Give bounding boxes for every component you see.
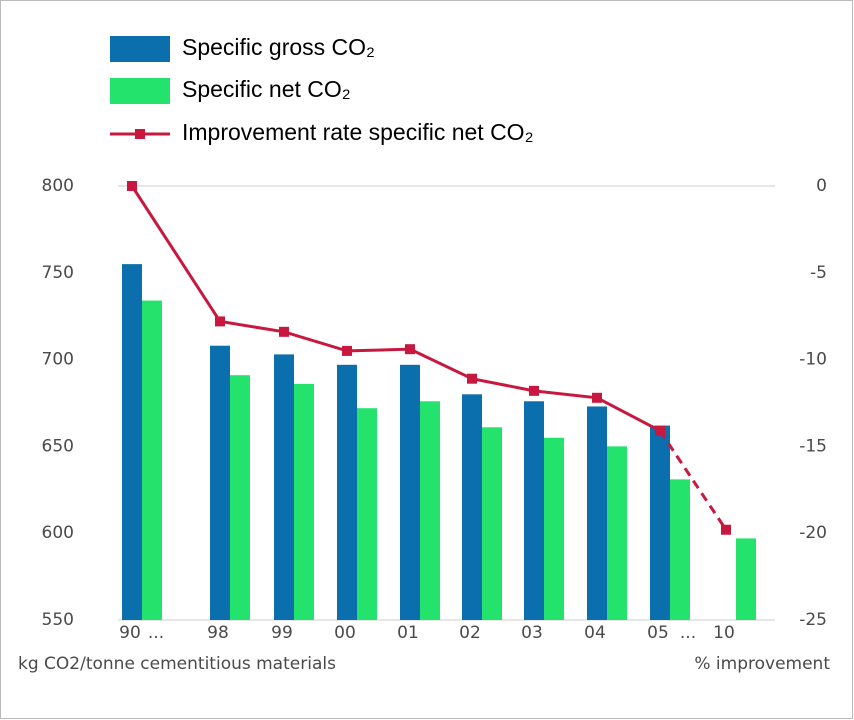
line-marker — [467, 373, 477, 384]
y2-axis-label: % improvement — [694, 654, 830, 674]
bar — [400, 364, 420, 620]
x-tick-label: 99 — [271, 623, 293, 643]
legend-swatch — [110, 78, 170, 104]
bar — [544, 437, 564, 620]
bar — [337, 364, 357, 620]
line-marker — [592, 392, 602, 403]
bar — [420, 401, 440, 620]
y-tick-label: 700 — [42, 350, 74, 370]
bar — [230, 375, 250, 620]
x-axis-label: kg CO2/tonne cementitious materials — [18, 654, 336, 674]
line-marker — [529, 385, 539, 396]
y2-tick-label: -10 — [799, 350, 827, 370]
x-tick-label: 00 — [334, 623, 356, 643]
bar — [482, 427, 502, 620]
line-marker — [405, 344, 415, 355]
bar — [357, 408, 377, 620]
legend-swatch — [135, 129, 145, 139]
x-tick-label: 90 — [119, 623, 141, 643]
x-tick-label: 98 — [207, 623, 229, 643]
bar — [587, 406, 607, 620]
line-projected — [658, 429, 728, 531]
bar — [650, 425, 670, 620]
x-tick-label: 10 — [713, 623, 735, 643]
line-marker — [215, 316, 225, 327]
line-marker — [279, 326, 289, 337]
x-tick-label: 05 — [647, 623, 669, 643]
bar — [736, 538, 756, 620]
x-tick-label: 02 — [459, 623, 481, 643]
bar — [142, 300, 162, 620]
bar — [210, 345, 230, 620]
bar — [294, 383, 314, 620]
bar — [274, 354, 294, 620]
legend-label: Specific gross CO₂ — [182, 34, 375, 60]
y-tick-label: 800 — [42, 176, 74, 196]
legend-swatch — [110, 36, 170, 62]
bar — [462, 394, 482, 620]
y2-tick-label: -5 — [810, 263, 827, 283]
y-tick-label: 750 — [42, 263, 74, 283]
bar — [607, 446, 627, 620]
y2-tick-label: -25 — [799, 610, 827, 630]
x-tick-label: 03 — [521, 623, 543, 643]
y2-tick-label: 0 — [816, 176, 827, 196]
bar — [122, 264, 142, 620]
line-marker — [127, 181, 137, 191]
y-tick-label: 650 — [42, 436, 74, 456]
line-marker — [655, 425, 665, 436]
bar — [670, 479, 690, 620]
y2-tick-label: -20 — [799, 523, 827, 543]
line-marker — [721, 524, 731, 535]
y-tick-label: 600 — [42, 523, 74, 543]
x-tick-label: 01 — [397, 623, 419, 643]
bar — [524, 401, 544, 620]
x-tick-label: ... — [680, 623, 696, 643]
y-tick-label: 550 — [42, 610, 74, 630]
x-tick-label: 04 — [584, 623, 606, 643]
x-tick-label: ... — [148, 623, 164, 643]
legend-label: Improvement rate specific net CO₂ — [182, 119, 534, 145]
y2-tick-label: -15 — [799, 436, 827, 456]
legend-label: Specific net CO₂ — [182, 76, 351, 102]
line-marker — [342, 345, 352, 356]
